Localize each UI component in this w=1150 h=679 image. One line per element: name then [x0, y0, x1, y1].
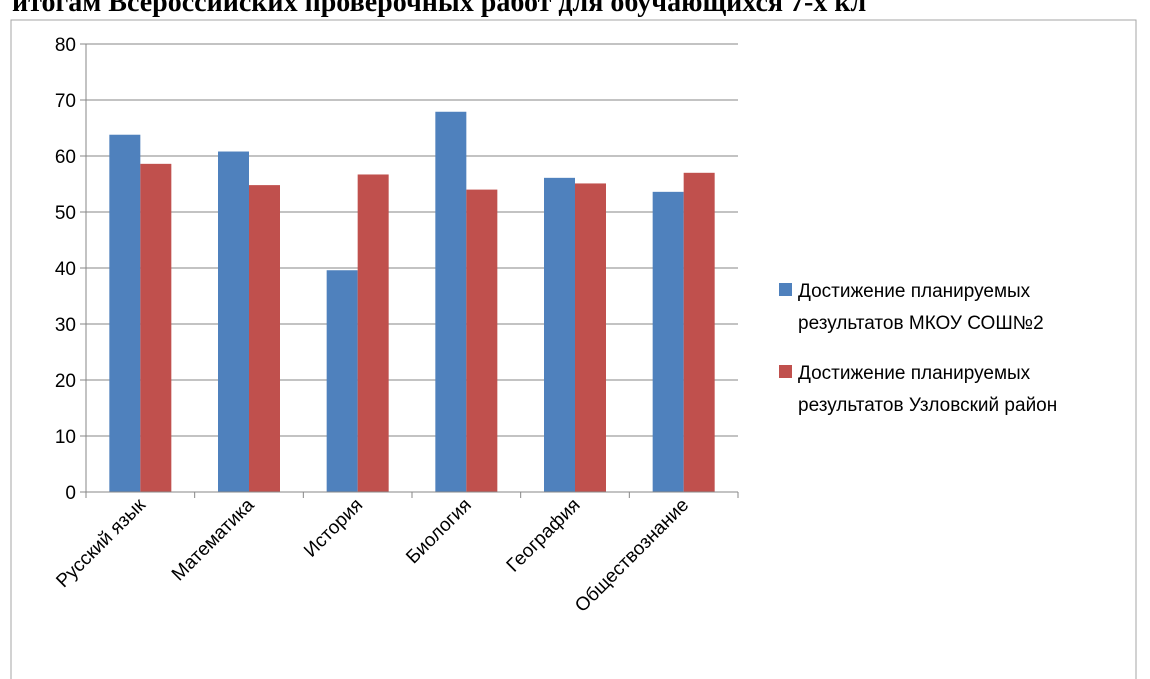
- bar: [326, 270, 358, 492]
- bar: [544, 177, 575, 492]
- bar: [683, 172, 715, 493]
- y-tick-labels: 0 10 20 30 40 50 60 70 80: [55, 35, 76, 504]
- bar: [652, 191, 684, 492]
- x-tick-label: Математика: [168, 494, 259, 585]
- bar: [435, 111, 467, 492]
- legend-label: результатов Узловский район: [798, 395, 1057, 416]
- x-tick-label: Обществознание: [571, 495, 693, 617]
- bar: [249, 185, 280, 492]
- y-tick-label: 70: [55, 91, 76, 112]
- legend-swatch: [779, 283, 792, 296]
- y-tick-label: 10: [55, 427, 76, 448]
- x-tick-label: Русский язык: [52, 494, 150, 592]
- x-tick-label: География: [503, 495, 585, 577]
- legend-label: Достижение планируемых: [798, 281, 1031, 302]
- chart-frame: [10, 19, 1137, 679]
- x-tick-label: Биология: [402, 495, 475, 568]
- y-tick-label: 50: [55, 203, 76, 224]
- bar: [109, 134, 141, 492]
- x-tick-labels: Русский язык Математика История Биология Гео…: [52, 494, 693, 616]
- bar: [218, 151, 249, 492]
- bar: [357, 174, 389, 493]
- legend-swatch: [779, 365, 792, 378]
- y-tick-label: 40: [55, 259, 76, 280]
- legend-label: результатов МКОУ СОШ№2: [798, 313, 1044, 334]
- page-title: итогам Всероссийских проверочных работ д…: [12, 0, 867, 18]
- gridlines: [86, 43, 738, 437]
- axes: [80, 43, 739, 498]
- y-tick-label: 80: [55, 35, 76, 56]
- legend-label: Достижение планируемых: [798, 363, 1031, 384]
- y-tick-label: 0: [65, 483, 76, 504]
- y-tick-label: 60: [55, 147, 76, 168]
- y-tick-label: 30: [55, 315, 76, 336]
- bar: [575, 183, 606, 492]
- bar: [140, 163, 172, 492]
- legend: Достижение планируемых результатов МКОУ С…: [779, 281, 1057, 416]
- bars: [109, 111, 715, 493]
- bar: [466, 189, 498, 492]
- x-tick-label: История: [300, 495, 367, 562]
- y-tick-label: 20: [55, 371, 76, 392]
